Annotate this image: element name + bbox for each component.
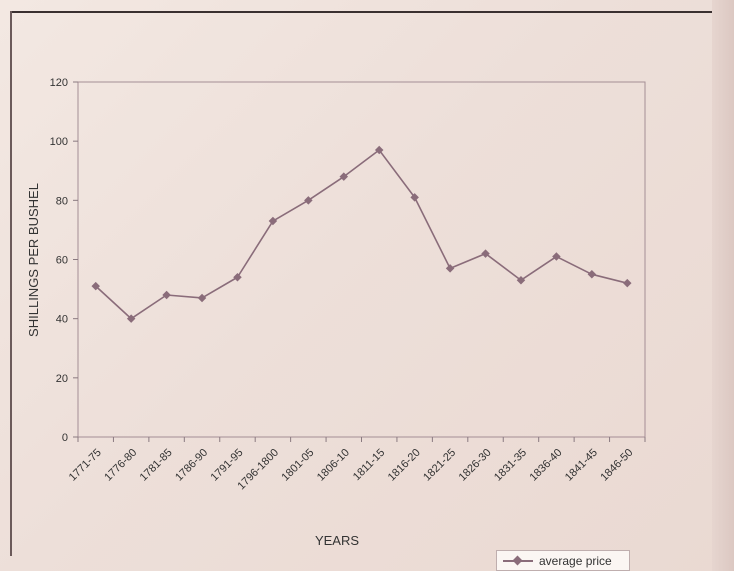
data-point: [233, 273, 242, 282]
series-line: [95, 149, 628, 320]
data-point: [552, 252, 561, 261]
x-tick-label: 1811-15: [351, 447, 387, 483]
x-tick-label: 1846-50: [598, 447, 635, 484]
data-point: [481, 249, 490, 258]
x-tick-label: 1806-10: [315, 447, 352, 484]
y-tick-label: 20: [56, 373, 68, 385]
x-axis-ticks: 1771-751776-801781-851786-901791-951796-…: [67, 437, 646, 492]
legend-line-marker-icon: [503, 555, 533, 566]
data-point: [162, 290, 171, 300]
x-tick-label: 1816-20: [386, 447, 423, 484]
y-tick-label: 120: [50, 77, 68, 89]
y-tick-label: 0: [62, 432, 68, 444]
x-axis-title: YEARS: [315, 533, 359, 548]
legend-label: average price: [539, 553, 612, 568]
data-point: [304, 196, 313, 205]
data-point: [91, 281, 100, 291]
data-point: [445, 264, 455, 273]
plot-area: [77, 81, 646, 438]
y-axis-ticks: 0 20 40 60 80 100 120: [50, 77, 78, 444]
data-point: [126, 314, 136, 323]
x-tick-label: 1836-40: [527, 447, 564, 484]
data-point: [374, 145, 384, 155]
x-tick-label: 1786-90: [173, 447, 210, 484]
x-tick-label: 1821-25: [421, 447, 458, 484]
y-tick-label: 80: [56, 195, 68, 207]
y-tick-label: 60: [56, 255, 68, 267]
scan-edge-shadow: [712, 0, 734, 571]
x-tick-label: 1771-75: [67, 447, 104, 484]
data-point: [268, 216, 278, 226]
y-tick-label: 100: [50, 136, 68, 148]
x-tick-label: 1826-30: [457, 447, 494, 484]
left-border: [10, 11, 12, 556]
x-tick-label: 1801-05: [279, 447, 316, 484]
data-point: [516, 275, 526, 285]
data-point: [410, 193, 419, 202]
data-point: [339, 172, 349, 181]
series-layer: [91, 145, 632, 323]
x-tick-label: 1781-85: [138, 447, 175, 484]
data-point: [623, 278, 632, 288]
x-tick-label: 1776-80: [102, 447, 139, 484]
data-point: [587, 270, 597, 279]
x-tick-label: 1831-35: [492, 447, 529, 484]
data-point: [197, 293, 207, 303]
top-border: [10, 11, 722, 13]
legend: average price: [496, 550, 630, 571]
x-tick-label: 1841-45: [563, 447, 600, 484]
y-axis-title: SHILLINGS PER BUSHEL: [26, 183, 41, 337]
y-tick-label: 40: [56, 314, 68, 326]
